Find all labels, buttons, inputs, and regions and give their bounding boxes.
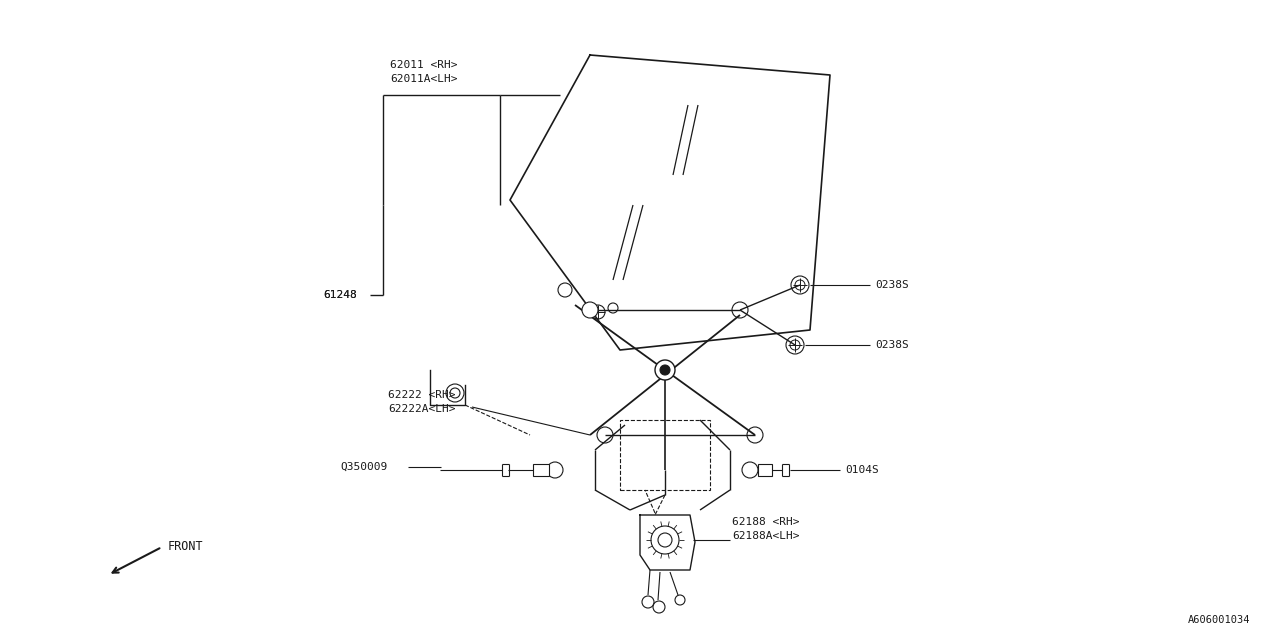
Circle shape <box>582 302 598 318</box>
Circle shape <box>658 533 672 547</box>
Text: 62222A<LH>: 62222A<LH> <box>388 404 456 414</box>
Text: 62222 <RH>: 62222 <RH> <box>388 390 456 400</box>
Circle shape <box>660 365 669 375</box>
Text: 62011A<LH>: 62011A<LH> <box>390 74 457 84</box>
Text: 62188A<LH>: 62188A<LH> <box>732 531 800 541</box>
Text: 0238S: 0238S <box>876 340 909 350</box>
Text: 62188 <RH>: 62188 <RH> <box>732 517 800 527</box>
Text: A606001034: A606001034 <box>1188 615 1251 625</box>
Text: 62011 <RH>: 62011 <RH> <box>390 60 457 70</box>
Text: 61248: 61248 <box>323 290 357 300</box>
Text: 0238S: 0238S <box>876 280 909 290</box>
Bar <box>532 464 549 476</box>
Text: FRONT: FRONT <box>168 541 204 554</box>
Text: Q350009: Q350009 <box>340 462 388 472</box>
Text: 0104S: 0104S <box>845 465 879 475</box>
Bar <box>758 464 772 476</box>
Text: 61248: 61248 <box>323 290 357 300</box>
Circle shape <box>655 360 675 380</box>
